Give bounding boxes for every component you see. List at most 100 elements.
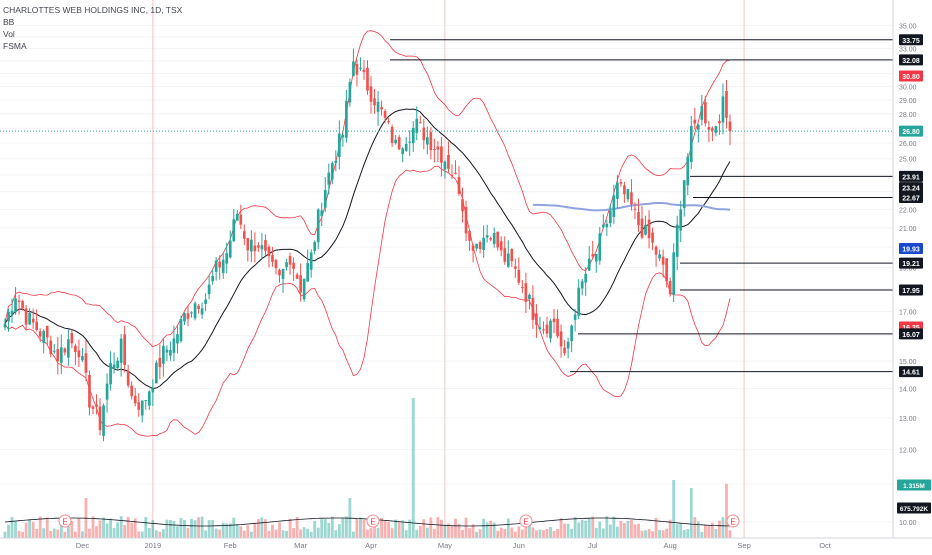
candle-body [718, 121, 721, 124]
volume-bar [612, 516, 616, 538]
volume-bar [700, 531, 704, 538]
volume-bar [608, 524, 612, 538]
candle-body [292, 262, 295, 269]
volume-bar [249, 531, 253, 538]
candle-body [394, 139, 397, 144]
volume-bar [710, 522, 714, 538]
candle-body [552, 318, 556, 323]
volume-bar [292, 528, 295, 538]
price-label-box [899, 34, 923, 46]
candle-body [725, 91, 728, 118]
volume-bar [556, 529, 559, 538]
price-tick-label: 26.00 [899, 141, 917, 148]
candle-body [591, 254, 595, 257]
candle-body [429, 132, 433, 151]
volume-bar [133, 518, 137, 538]
candle-body [545, 324, 549, 334]
volume-bar [373, 523, 376, 538]
volume-bar [615, 526, 619, 538]
price-tick-label: 13.00 [899, 416, 917, 423]
volume-bar [330, 516, 334, 538]
candle-body [144, 400, 148, 402]
candle-body [235, 213, 239, 221]
candle-body [580, 281, 584, 289]
earnings-marker[interactable] [58, 514, 72, 528]
candle-body [521, 287, 524, 289]
candle-body [179, 319, 183, 342]
volume-bar [464, 517, 468, 538]
candle-body [531, 297, 535, 320]
volume-bar [468, 528, 471, 538]
candle-body [218, 261, 222, 268]
candle-body [109, 363, 112, 385]
volume-bar [63, 531, 67, 538]
volume-bar [140, 531, 144, 538]
earnings-marker[interactable] [726, 514, 740, 528]
candle-body [411, 127, 415, 144]
candle-body [637, 212, 640, 226]
volume-bar [278, 522, 281, 538]
candle-body [661, 256, 665, 265]
candle-body [457, 177, 461, 194]
candle-body [440, 146, 443, 163]
candle-body [214, 260, 218, 272]
volume-bar [380, 517, 383, 538]
candle-body [147, 391, 151, 406]
earnings-marker[interactable] [519, 514, 533, 528]
indicator-vol[interactable]: Vol [3, 29, 15, 39]
candle-body [503, 248, 507, 262]
volume-bar [672, 480, 676, 538]
bollinger-basis-line [4, 108, 731, 390]
volume-bar [344, 516, 348, 538]
volume-bar [573, 517, 577, 538]
volume-bar [242, 530, 246, 538]
candle-body [468, 230, 471, 241]
price-axis[interactable] [893, 0, 932, 550]
candle-body [535, 313, 538, 325]
price-tick-label: 14.00 [899, 386, 917, 393]
candle-body [496, 231, 500, 248]
volume-bar [49, 530, 53, 538]
candle-body [31, 318, 35, 323]
volume-bar [714, 528, 718, 538]
volume-bar [130, 522, 134, 538]
candle-body [397, 137, 401, 150]
volume-bar [397, 521, 401, 538]
volume-bar [587, 518, 591, 538]
price-label-box [899, 191, 923, 203]
indicator-fsma[interactable]: FSMA [3, 41, 27, 51]
volume-label-box [897, 502, 931, 514]
candle-body [309, 252, 313, 270]
volume-bar [461, 529, 464, 538]
volume-bar [355, 518, 359, 538]
candle-body [443, 161, 447, 170]
candle-body [711, 128, 714, 131]
candle-body [98, 406, 102, 431]
volume-bar [211, 520, 215, 538]
indicator-bb[interactable]: BB [3, 17, 15, 27]
candle-body [447, 155, 450, 169]
price-label-box [899, 170, 923, 182]
candle-body [630, 192, 633, 205]
volume-bar [415, 529, 419, 538]
price-tick-label: 22.00 [899, 207, 917, 214]
volume-bar [221, 522, 225, 538]
volume-bar [675, 524, 679, 538]
candle-body [559, 331, 563, 347]
volume-bar [570, 528, 574, 538]
candle-body [644, 224, 647, 235]
volume-bar [320, 519, 324, 538]
candle-body [556, 318, 559, 337]
candle-body [200, 308, 204, 315]
volume-bar [218, 529, 222, 538]
candle-body [299, 275, 302, 293]
candle-body [524, 283, 528, 302]
volume-bar [436, 517, 440, 538]
volume-label-text: 675.792K [900, 506, 928, 513]
volume-bar [235, 524, 239, 538]
candle-body [422, 127, 426, 141]
earnings-marker[interactable] [366, 514, 380, 528]
time-tick-label: Mar [294, 541, 307, 550]
